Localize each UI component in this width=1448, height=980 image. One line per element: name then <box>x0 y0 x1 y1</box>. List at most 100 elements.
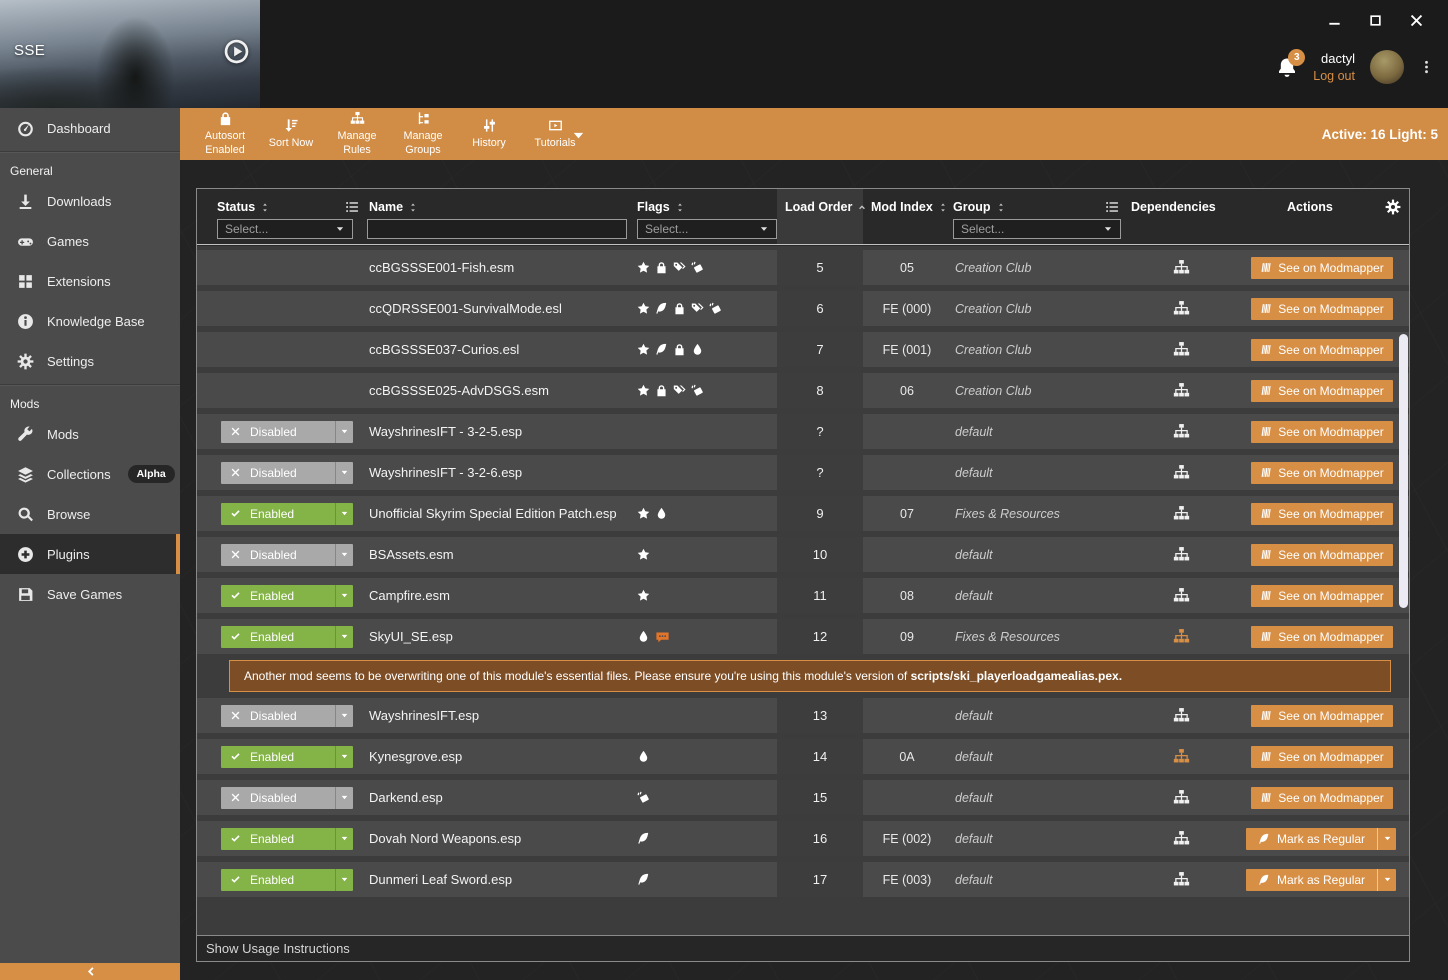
flags-filter-select[interactable]: Select... <box>637 219 777 239</box>
see-on-modmapper-button[interactable]: See on Modmapper <box>1251 745 1393 768</box>
see-on-modmapper-button[interactable]: See on Modmapper <box>1251 338 1393 361</box>
status-dropdown-caret[interactable] <box>335 827 353 850</box>
sidebar-item-browse[interactable]: Browse <box>0 494 180 534</box>
status-toggle-main[interactable]: Disabled <box>221 786 335 809</box>
status-toggle-button[interactable]: Enabled <box>221 625 353 648</box>
status-toggle-main[interactable]: Enabled <box>221 745 335 768</box>
see-on-modmapper-button[interactable]: See on Modmapper <box>1251 502 1393 525</box>
see-on-modmapper-button[interactable]: See on Modmapper <box>1251 625 1393 648</box>
dependencies-button[interactable] <box>1173 259 1190 276</box>
see-on-modmapper-button[interactable]: See on Modmapper <box>1251 704 1393 727</box>
sidebar-item-mods[interactable]: Mods <box>0 414 180 454</box>
status-toggle-main[interactable]: Disabled <box>221 461 335 484</box>
play-icon[interactable] <box>223 38 250 65</box>
status-toggle-main[interactable]: Disabled <box>221 543 335 566</box>
gear-icon[interactable] <box>1385 199 1401 215</box>
status-toggle-button[interactable]: Enabled <box>221 584 353 607</box>
status-toggle-main[interactable]: Enabled <box>221 625 335 648</box>
close-icon[interactable] <box>1409 13 1424 28</box>
see-on-modmapper-button[interactable]: See on Modmapper <box>1251 297 1393 320</box>
status-toggle-main[interactable]: Disabled <box>221 704 335 727</box>
status-dropdown-caret[interactable] <box>335 625 353 648</box>
see-on-modmapper-button[interactable]: See on Modmapper <box>1251 379 1393 402</box>
dependencies-button[interactable] <box>1173 748 1190 765</box>
dependencies-button[interactable] <box>1173 423 1190 440</box>
see-on-modmapper-button[interactable]: See on Modmapper <box>1251 584 1393 607</box>
sidebar-item-save-games[interactable]: Save Games <box>0 574 180 614</box>
status-toggle-main[interactable]: Enabled <box>221 584 335 607</box>
kebab-menu-icon[interactable] <box>1419 58 1434 76</box>
status-dropdown-caret[interactable] <box>335 584 353 607</box>
status-toggle-button[interactable]: Enabled <box>221 745 353 768</box>
sidebar-item-extensions[interactable]: Extensions <box>0 261 180 301</box>
dependencies-button[interactable] <box>1173 464 1190 481</box>
status-dropdown-caret[interactable] <box>335 745 353 768</box>
see-on-modmapper-button[interactable]: See on Modmapper <box>1251 543 1393 566</box>
toolbar-button-autosort-enabled[interactable]: Autosort Enabled <box>192 108 258 160</box>
toolbar-button-manage-groups[interactable]: Manage Groups <box>390 108 456 160</box>
dependencies-button[interactable] <box>1173 789 1190 806</box>
group-filter-select[interactable]: Select... <box>953 219 1121 239</box>
mark-as-regular-button[interactable]: Mark as Regular <box>1246 827 1378 850</box>
status-dropdown-caret[interactable] <box>335 704 353 727</box>
scrollbar-thumb[interactable] <box>1399 334 1408 608</box>
dependencies-button[interactable] <box>1173 300 1190 317</box>
mark-as-regular-button[interactable]: Mark as Regular <box>1246 868 1378 891</box>
usage-instructions-toggle[interactable]: Show Usage Instructions <box>197 935 1409 961</box>
dependencies-button[interactable] <box>1173 587 1190 604</box>
sidebar-item-games[interactable]: Games <box>0 221 180 261</box>
toolbar-button-manage-rules[interactable]: Manage Rules <box>324 108 390 160</box>
name-filter-input[interactable] <box>367 219 627 239</box>
status-toggle-main[interactable]: Enabled <box>221 827 335 850</box>
sidebar-item-settings[interactable]: Settings <box>0 341 180 381</box>
minimize-icon[interactable] <box>1327 13 1342 28</box>
dependencies-button[interactable] <box>1173 871 1190 888</box>
see-on-modmapper-button[interactable]: See on Modmapper <box>1251 256 1393 279</box>
sidebar-item-dashboard[interactable]: Dashboard <box>0 108 180 148</box>
status-dropdown-caret[interactable] <box>335 461 353 484</box>
status-dropdown-caret[interactable] <box>335 420 353 443</box>
status-dropdown-caret[interactable] <box>335 868 353 891</box>
column-header-load-order[interactable]: Load Order <box>785 200 867 214</box>
dependencies-button[interactable] <box>1173 830 1190 847</box>
list-icon[interactable] <box>345 200 359 214</box>
sidebar-item-downloads[interactable]: Downloads <box>0 181 180 221</box>
status-toggle-main[interactable]: Enabled <box>221 868 335 891</box>
status-toggle-button[interactable]: Disabled <box>221 704 353 727</box>
status-dropdown-caret[interactable] <box>335 786 353 809</box>
status-toggle-button[interactable]: Enabled <box>221 827 353 850</box>
action-dropdown-caret[interactable] <box>1377 827 1397 850</box>
dependencies-button[interactable] <box>1173 628 1190 645</box>
status-dropdown-caret[interactable] <box>335 502 353 525</box>
status-toggle-main[interactable]: Disabled <box>221 420 335 443</box>
sidebar-collapse-button[interactable] <box>0 963 180 980</box>
see-on-modmapper-button[interactable]: See on Modmapper <box>1251 786 1393 809</box>
sidebar-item-knowledge-base[interactable]: Knowledge Base <box>0 301 180 341</box>
status-filter-select[interactable]: Select... <box>217 219 353 239</box>
dependencies-button[interactable] <box>1173 546 1190 563</box>
status-toggle-button[interactable]: Enabled <box>221 868 353 891</box>
see-on-modmapper-button[interactable]: See on Modmapper <box>1251 420 1393 443</box>
sidebar-item-collections[interactable]: Collections Alpha <box>0 454 180 494</box>
sidebar-item-plugins[interactable]: Plugins <box>0 534 180 574</box>
status-toggle-button[interactable]: Disabled <box>221 786 353 809</box>
status-toggle-button[interactable]: Disabled <box>221 461 353 484</box>
column-header-name[interactable]: Name <box>369 200 418 214</box>
game-banner[interactable]: SSE <box>0 0 260 108</box>
see-on-modmapper-button[interactable]: See on Modmapper <box>1251 461 1393 484</box>
status-toggle-button[interactable]: Enabled <box>221 502 353 525</box>
action-dropdown-caret[interactable] <box>1377 868 1397 891</box>
status-toggle-button[interactable]: Disabled <box>221 543 353 566</box>
logout-link[interactable]: Log out <box>1313 69 1355 83</box>
status-dropdown-caret[interactable] <box>335 543 353 566</box>
dependencies-button[interactable] <box>1173 505 1190 522</box>
column-header-flags[interactable]: Flags <box>637 200 685 214</box>
toolbar-button-sort-now[interactable]: Sort Now <box>258 108 324 160</box>
status-toggle-main[interactable]: Enabled <box>221 502 335 525</box>
toolbar-button-history[interactable]: History <box>456 108 522 160</box>
status-toggle-button[interactable]: Disabled <box>221 420 353 443</box>
maximize-icon[interactable] <box>1368 13 1383 28</box>
toolbar-button-tutorials[interactable]: Tutorials <box>522 108 588 160</box>
dependencies-button[interactable] <box>1173 341 1190 358</box>
column-header-mod-index[interactable]: Mod Index <box>871 200 948 214</box>
